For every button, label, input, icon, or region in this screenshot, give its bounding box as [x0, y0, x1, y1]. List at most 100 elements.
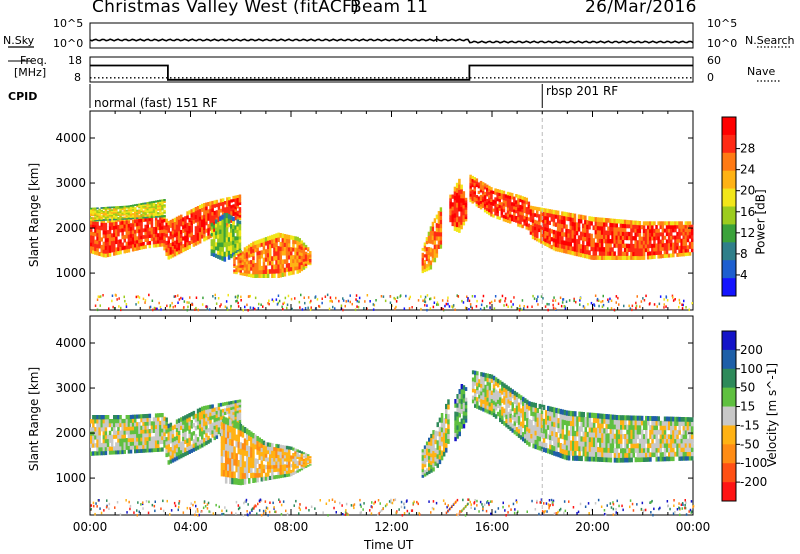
echo-cell — [605, 238, 608, 244]
echo-cell — [233, 256, 236, 259]
echo-cell — [534, 402, 537, 408]
echo-cell — [213, 411, 216, 416]
echo-cell — [184, 451, 187, 457]
echo-cell — [92, 211, 95, 214]
echo-cell — [205, 413, 208, 418]
echo-cell — [188, 441, 191, 446]
echo-cell — [517, 207, 520, 211]
echo-cell — [256, 468, 259, 474]
echo-cell — [588, 417, 592, 423]
echo-cell — [140, 444, 143, 450]
echo-cell — [634, 224, 637, 229]
echo-cell — [437, 219, 441, 224]
echo-cell — [601, 418, 604, 424]
echo-cell — [567, 216, 570, 222]
echo-cell — [163, 236, 166, 240]
echo-cell — [177, 230, 181, 236]
echo-cell — [670, 235, 673, 240]
echo-cell — [260, 238, 264, 243]
echo-cell — [651, 247, 654, 252]
echo-cell — [507, 386, 510, 391]
echo-cell — [538, 403, 542, 409]
echo-cell — [427, 231, 431, 236]
echo-cell — [113, 430, 116, 435]
echo-cell — [634, 443, 638, 449]
echo-cell — [94, 219, 97, 222]
echo-cell — [161, 439, 164, 444]
scatter-dot — [335, 296, 337, 300]
echo-cell — [233, 427, 236, 435]
echo-cell — [288, 467, 291, 471]
echo-cell — [509, 392, 512, 397]
echo-cell — [624, 424, 627, 430]
echo-cell — [134, 418, 137, 423]
echo-cell — [205, 228, 208, 233]
echo-cell — [538, 422, 542, 428]
echo-cell — [119, 221, 122, 226]
echo-cell — [203, 218, 206, 223]
echo-cell — [273, 251, 276, 257]
echo-cell — [104, 209, 108, 212]
echo-cell — [597, 447, 600, 453]
echo-cell — [481, 190, 485, 194]
echo-cell — [260, 254, 264, 259]
scatter-dot — [546, 302, 548, 306]
echo-cell — [646, 236, 650, 241]
echo-cell — [154, 226, 158, 231]
echo-cell — [182, 247, 185, 253]
echo-cell — [194, 226, 198, 231]
echo-cell — [173, 252, 177, 257]
echo-cell — [617, 247, 621, 252]
echo-cell — [302, 458, 306, 461]
echo-cell — [136, 429, 139, 434]
echo-cell — [271, 472, 274, 476]
echo-cell — [96, 439, 99, 444]
echo-cell — [536, 237, 539, 242]
echo-cell — [507, 420, 510, 425]
echo-cell — [626, 452, 629, 458]
echo-cell — [96, 212, 99, 215]
echo-cell — [456, 398, 459, 404]
echo-cell — [462, 402, 466, 407]
echo-cell — [511, 202, 514, 206]
echo-cell — [94, 451, 97, 456]
echo-cell — [476, 374, 479, 379]
echo-cell — [296, 244, 299, 249]
echo-cell — [198, 423, 202, 429]
echo-cell — [653, 236, 656, 241]
echo-cell — [188, 425, 191, 430]
echo-cell — [239, 269, 242, 273]
echo-cell — [561, 219, 564, 225]
echo-cell — [574, 445, 577, 451]
echo-cell — [96, 427, 99, 432]
echo-cell — [125, 231, 129, 235]
echo-cell — [649, 425, 652, 430]
echo-cell — [275, 255, 278, 261]
echo-cell — [294, 240, 297, 245]
echo-cell — [529, 228, 533, 232]
echo-cell — [125, 223, 129, 228]
echo-cell — [553, 431, 556, 437]
echo-cell — [565, 232, 568, 238]
echo-cell — [680, 221, 683, 226]
echo-cell — [439, 227, 443, 233]
echo-cell — [104, 253, 108, 258]
echo-cell — [460, 197, 463, 203]
echo-cell — [486, 381, 489, 386]
echo-cell — [194, 230, 198, 235]
echo-cell — [598, 217, 602, 223]
echo-cell — [134, 204, 137, 206]
echo-cell — [125, 227, 129, 232]
echo-cell — [623, 219, 627, 225]
echo-cell — [243, 467, 247, 474]
echo-cell — [496, 395, 500, 400]
echo-cell — [548, 213, 551, 218]
echo-cell — [642, 221, 646, 226]
echo-cell — [626, 235, 629, 241]
echo-cell — [526, 440, 529, 445]
echo-cell — [110, 233, 114, 238]
echo-cell — [266, 472, 270, 477]
echo-cell — [674, 242, 677, 247]
echo-cell — [198, 231, 202, 236]
echo-cell — [134, 236, 137, 241]
